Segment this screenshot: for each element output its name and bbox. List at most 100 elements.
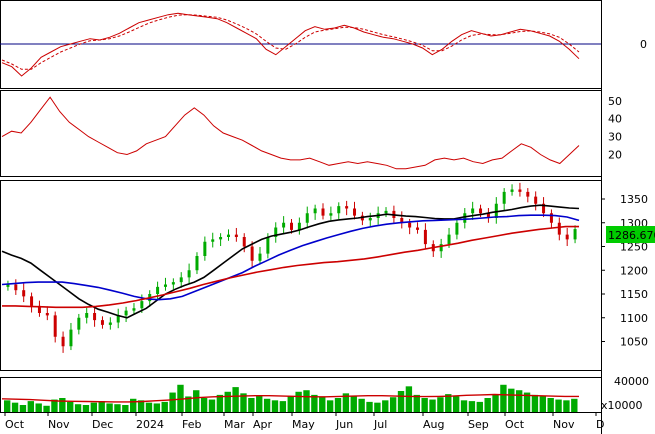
x-tick-label: D (596, 418, 604, 431)
volume-bar (382, 400, 389, 412)
volume-bar (216, 394, 224, 412)
adx-tick-label: 30 (608, 131, 622, 144)
volume-bar (437, 397, 444, 412)
volume-bar (27, 401, 35, 412)
volume-bar (90, 402, 98, 412)
volume-bar (571, 398, 578, 412)
x-tick-label: 2024 (136, 418, 164, 431)
candle-body (534, 196, 538, 204)
candle-body (93, 313, 97, 321)
volume-bar (153, 403, 161, 412)
x-tick-label: Oct (5, 418, 25, 431)
x-tick-label: Nov (48, 418, 70, 431)
candle-body (542, 203, 546, 214)
candle-body (423, 229, 427, 245)
volume-bar (445, 394, 452, 412)
volume-bar (51, 399, 58, 412)
last-price-tag: 1286.670 (606, 226, 655, 243)
candle-body (557, 222, 561, 235)
volume-bar (555, 399, 562, 412)
volume-bar (374, 402, 381, 412)
candle-body (219, 237, 223, 240)
volume-bar (397, 391, 405, 412)
candle-body (368, 218, 372, 221)
macd-tick-label: 0 (640, 38, 647, 51)
x-tick-label: Sep (468, 418, 489, 431)
volume-bar (232, 387, 239, 412)
candle-body (471, 208, 475, 214)
candle-body (53, 315, 57, 337)
volume-bar (350, 395, 357, 412)
volume-bar (358, 398, 365, 412)
x-tick-label: Dec (92, 418, 113, 431)
volume-bar (452, 396, 460, 412)
price-ma-short (1, 204, 580, 319)
volume-bar (224, 391, 231, 412)
candle-body (313, 208, 317, 214)
candle-body (329, 213, 333, 216)
volume-bar (460, 400, 468, 412)
candle-body (171, 282, 175, 285)
volume-tick-label: 40000 (614, 375, 649, 388)
candle-body (297, 222, 301, 230)
volume-bar (263, 398, 271, 412)
volume-bar (193, 390, 200, 412)
candle-body (400, 218, 404, 223)
volume-bar (200, 398, 208, 412)
volume-bar (413, 394, 420, 412)
volume-bar (271, 400, 279, 412)
candle-body (124, 310, 128, 316)
candle-body (455, 222, 459, 235)
candle-body (85, 313, 89, 318)
volume-ma-line (1, 393, 579, 403)
volume-bar (319, 397, 326, 412)
candle-body (226, 234, 230, 237)
volume-panel: 40000 (1, 375, 649, 412)
candle-body (250, 246, 254, 261)
candle-body (463, 213, 467, 223)
volume-bar (137, 400, 145, 412)
candle-body (163, 284, 167, 287)
price-ma-long (2, 225, 579, 309)
candle-body (573, 229, 577, 240)
volume-bar (145, 402, 153, 412)
adx-frame (0, 90, 602, 177)
candle-body (108, 322, 112, 325)
last-price-label: 1286.670 (608, 229, 655, 242)
volume-bar (405, 386, 413, 412)
candle-body (518, 189, 522, 192)
volume-bar (492, 394, 499, 412)
volume-unit-label: x10000 (601, 399, 643, 412)
volume-bar (563, 400, 570, 412)
candle-body (384, 210, 388, 214)
macd-series-macd (1, 12, 580, 77)
candle-body (132, 308, 136, 311)
volume-bar (523, 392, 531, 412)
volume-bar (531, 394, 539, 412)
volume-bar (515, 390, 523, 412)
candle-body (549, 213, 553, 223)
x-tick-label: Jul (373, 418, 387, 431)
volume-bar (169, 392, 176, 412)
candle-body (116, 315, 120, 323)
candle-body (274, 227, 278, 237)
x-tick-label: Apr (253, 418, 273, 431)
volume-bar (106, 403, 113, 412)
volume-bar (67, 401, 74, 412)
x-tick-label: Oct (505, 418, 525, 431)
volume-bar (334, 398, 342, 412)
volume-bar (429, 399, 436, 412)
candle-body (211, 239, 215, 242)
volume-bar (185, 396, 192, 412)
candle-body (30, 296, 34, 306)
candle-body (77, 317, 81, 330)
x-tick-label: Jun (335, 418, 353, 431)
candle-body (353, 208, 357, 216)
volume-bar (539, 396, 546, 412)
volume-bar (82, 405, 90, 412)
volume-bar (279, 401, 287, 412)
panel-frames (0, 0, 602, 434)
price-tick-label: 1150 (620, 288, 648, 301)
adx-series-line (1, 96, 580, 170)
volume-bar (130, 398, 137, 412)
